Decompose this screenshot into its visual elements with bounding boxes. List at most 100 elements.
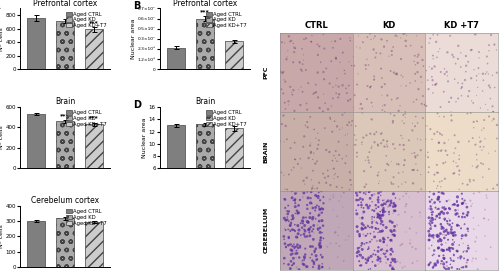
Point [460,249,468,253]
Point [371,34,379,39]
Point [481,136,489,141]
Point [320,32,328,37]
Point [320,70,328,74]
Point [428,216,436,220]
Point [394,96,402,100]
Point [455,187,463,192]
Point [283,187,291,192]
Point [328,104,336,108]
Point [308,178,316,182]
Point [376,256,384,261]
Point [339,205,347,209]
Point [454,96,462,101]
Point [378,213,386,218]
Point [476,140,484,145]
Point [467,204,475,208]
Point [485,43,493,47]
Point [449,230,457,235]
Point [375,256,383,261]
Point [334,255,342,259]
Point [428,137,436,142]
Point [280,261,288,266]
Point [438,225,446,229]
Point [453,198,461,203]
Point [338,157,346,161]
Point [300,262,308,267]
Point [397,84,405,88]
Point [394,259,402,264]
Point [408,151,416,156]
Point [412,247,420,251]
Point [414,137,422,141]
Title: Prefrontal cortex: Prefrontal cortex [173,0,237,8]
Point [382,153,390,158]
Point [336,244,344,248]
Point [389,45,397,49]
Point [308,187,316,192]
Point [467,48,475,52]
Point [280,216,288,220]
Point [430,200,438,205]
Point [406,43,414,48]
Point [434,148,442,153]
Point [432,205,440,210]
Point [386,69,394,73]
Point [328,130,336,134]
Point [350,93,358,97]
Point [304,81,312,85]
Point [296,244,304,248]
Point [410,168,418,172]
Point [488,104,496,109]
Point [362,190,370,194]
Point [436,180,444,184]
Point [366,189,374,194]
Point [448,225,456,229]
Point [380,251,388,256]
Point [294,242,302,247]
Point [372,264,380,268]
Point [291,199,299,203]
Point [474,85,482,90]
Point [434,140,442,145]
Point [437,262,445,266]
Point [382,168,390,172]
Bar [226,41,242,69]
Point [350,63,358,68]
Point [302,101,310,106]
Point [328,158,336,163]
Point [450,233,458,238]
Point [387,201,395,205]
Point [474,223,482,228]
Point [376,229,384,234]
Point [458,197,466,201]
Point [376,214,384,219]
Title: Cerebelum cortex: Cerebelum cortex [31,196,99,205]
Point [408,121,416,126]
Point [436,200,444,204]
Point [454,81,462,85]
Point [434,246,442,250]
Point [324,107,332,111]
Point [419,116,427,120]
Point [463,249,471,254]
Point [291,201,299,205]
Point [354,198,362,202]
Point [432,186,440,191]
Point [366,85,374,90]
Point [368,208,376,212]
Point [290,246,298,251]
Point [316,211,324,215]
Point [387,199,395,203]
Point [433,55,441,59]
Point [468,201,476,206]
Point [291,211,299,216]
Point [284,243,292,247]
Point [384,257,392,262]
Point [314,196,322,200]
Point [287,259,295,264]
Point [307,39,315,44]
Point [400,189,408,193]
Point [313,186,321,190]
Point [288,244,296,249]
Point [286,229,294,233]
